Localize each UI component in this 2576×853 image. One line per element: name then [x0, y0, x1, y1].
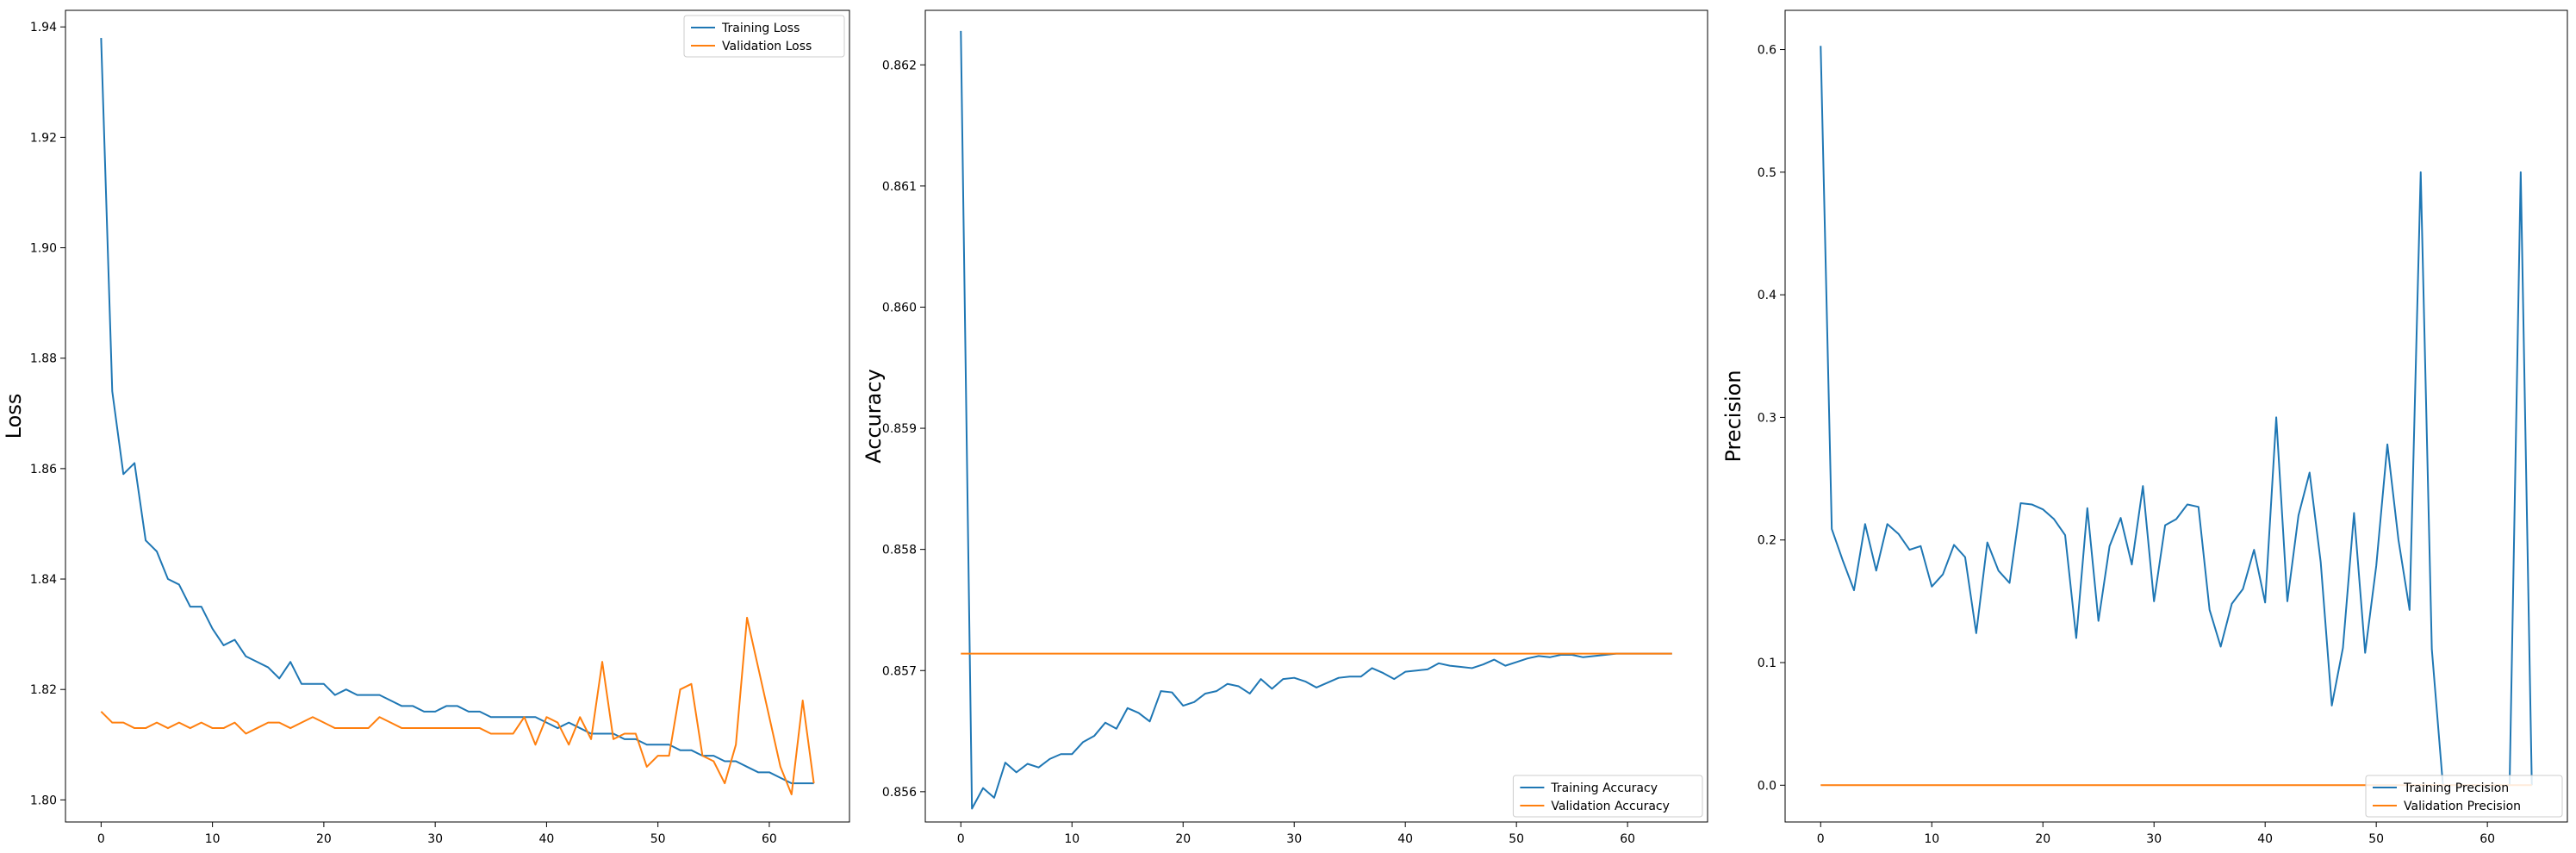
x-tick-label: 0: [97, 832, 105, 846]
y-axis-label: Precision: [1721, 370, 1745, 462]
x-tick-label: 40: [538, 832, 554, 846]
legend-entry: Validation Loss: [722, 40, 812, 53]
x-tick-label: 10: [205, 832, 221, 846]
y-axis-label: Loss: [2, 394, 26, 439]
y-tick-label: 0.3: [1758, 411, 1776, 425]
y-tick-label: 1.90: [30, 242, 57, 256]
legend-box: [2365, 775, 2563, 818]
x-tick-label: 0: [957, 832, 965, 846]
legend-box: [683, 15, 845, 58]
y-tick-label: 1.86: [30, 463, 57, 476]
x-tick-label: 40: [2257, 832, 2273, 846]
x-tick-label: 30: [2146, 832, 2162, 846]
legend: Training Loss Validation Loss: [683, 15, 845, 58]
y-tick-label: 0.857: [882, 664, 917, 678]
axes-frame: [65, 9, 850, 823]
legend: Training Precision Validation Precision: [2365, 775, 2563, 818]
x-tick-label: 60: [1620, 832, 1635, 846]
y-tick-label: 0.856: [882, 786, 917, 800]
accuracy-chart: 0 10 20 30 40 50 60 0.856 0.857 0.858 0.859 0.860 0.…: [862, 9, 1708, 846]
legend-entry: Validation Precision: [2404, 800, 2521, 813]
x-tick-label: 20: [1175, 832, 1191, 846]
precision-chart: 0 10 20 30 40 50 60 0.0 0.1 0.2 0.3 0.4 0.5 0.6 Precis…: [1721, 9, 2568, 846]
y-tick-label: 0.0: [1758, 779, 1776, 793]
y-tick-label: 0.859: [882, 422, 917, 436]
y-tick-label: 0.860: [882, 301, 917, 314]
legend-entry: Training Precision: [2403, 781, 2509, 795]
legend-entry: Training Accuracy: [1550, 781, 1658, 795]
y-tick-label: 0.858: [882, 544, 917, 557]
y-tick-label: 1.88: [30, 352, 57, 366]
axes-frame: [924, 9, 1708, 823]
x-tick-label: 10: [1064, 832, 1080, 846]
x-tick-label: 30: [427, 832, 443, 846]
x-tick-label: 60: [2480, 832, 2495, 846]
y-tick-label: 0.5: [1758, 166, 1776, 180]
y-tick-label: 1.92: [30, 131, 57, 145]
y-tick-label: 0.861: [882, 180, 917, 194]
legend-entry: Validation Accuracy: [1551, 800, 1670, 813]
x-tick-label: 20: [316, 832, 332, 846]
y-tick-label: 1.94: [30, 21, 57, 34]
y-tick-label: 1.84: [30, 573, 57, 587]
y-tick-label: 1.80: [30, 794, 57, 807]
x-tick-label: 20: [2035, 832, 2050, 846]
legend: Training Accuracy Validation Accuracy: [1512, 775, 1703, 818]
y-tick-label: 0.6: [1758, 44, 1776, 58]
series-line-validation: [100, 616, 815, 795]
x-tick-label: 10: [1924, 832, 1939, 846]
y-tick-label: 0.862: [882, 59, 917, 72]
y-tick-label: 0.1: [1758, 657, 1776, 670]
x-tick-label: 60: [762, 832, 777, 846]
x-tick-label: 50: [1509, 832, 1524, 846]
series-line-training: [100, 38, 814, 785]
series-line-training: [1820, 46, 2533, 787]
loss-chart: 0 10 20 30 40 50 60 1.80 1.82 1.84 1.86 1.88 1.90 1.9…: [2, 9, 850, 846]
legend-box: [1512, 775, 1703, 818]
series-line-training: [960, 30, 1672, 810]
y-tick-label: 0.2: [1758, 534, 1776, 548]
y-axis-label: Accuracy: [862, 369, 886, 464]
x-tick-label: 50: [2368, 832, 2384, 846]
x-tick-label: 50: [650, 832, 666, 846]
x-tick-label: 40: [1397, 832, 1413, 846]
legend-entry: Training Loss: [721, 22, 800, 35]
axes-frame: [1784, 9, 2568, 823]
x-tick-label: 30: [1286, 832, 1302, 846]
y-tick-label: 1.82: [30, 683, 57, 697]
x-tick-label: 0: [1817, 832, 1825, 846]
y-tick-label: 0.4: [1758, 289, 1776, 302]
